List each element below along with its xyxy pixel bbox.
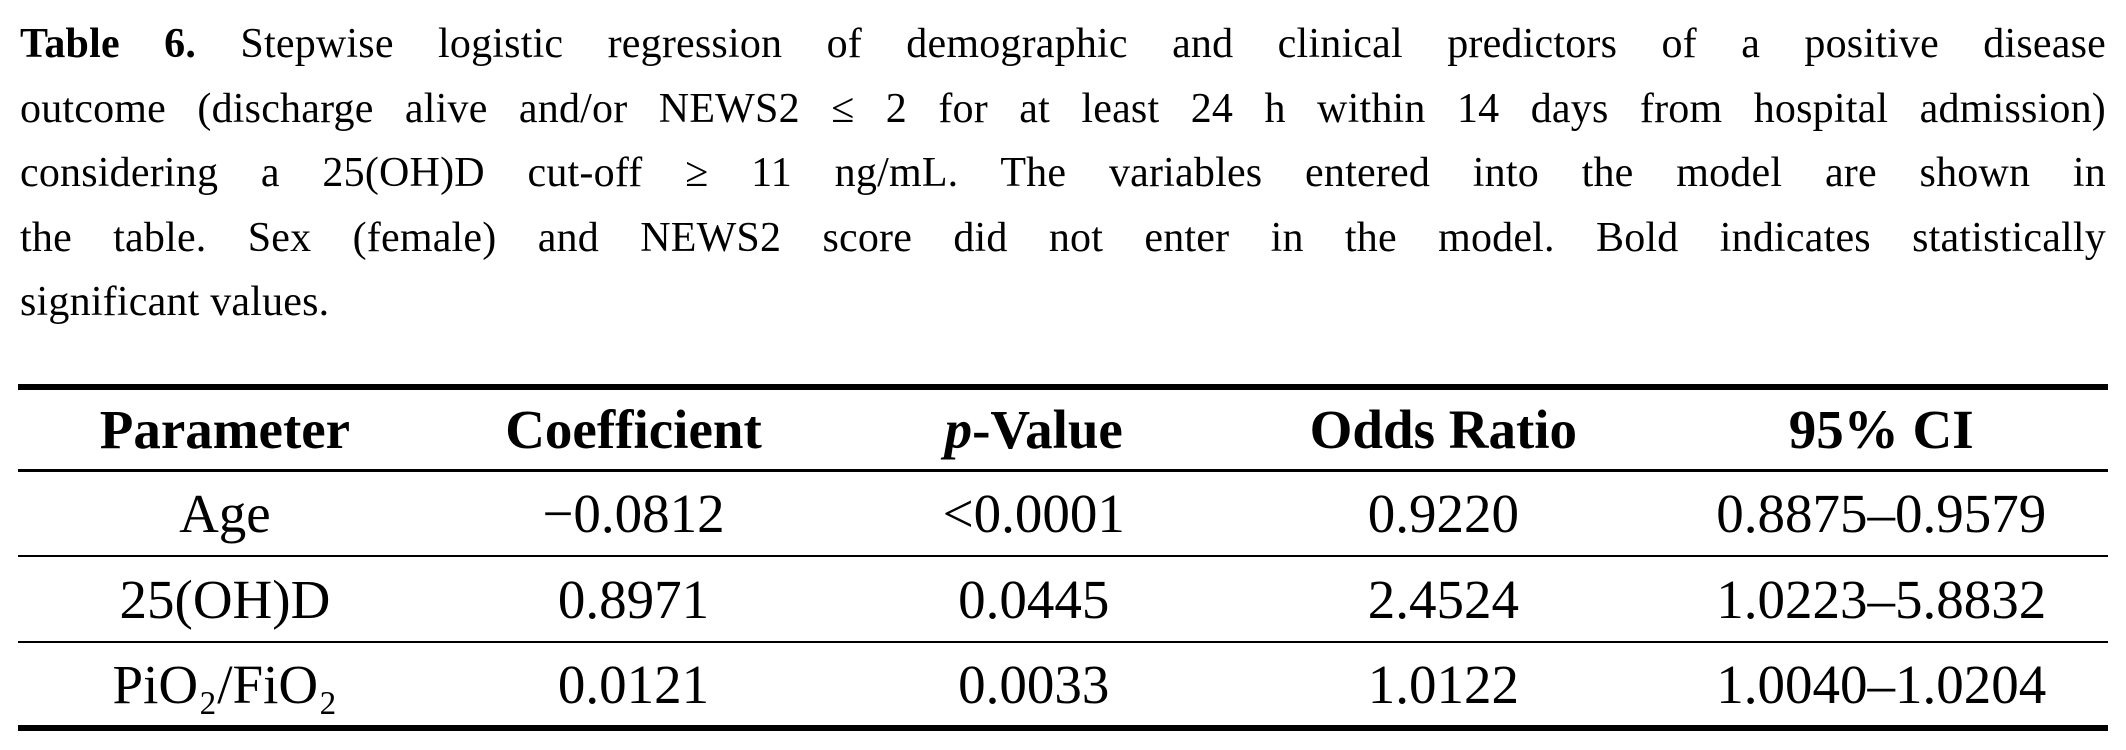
- cell-95-ci: 0.8875–0.9579: [1716, 482, 2047, 544]
- p-value-italic-p: p: [944, 398, 973, 460]
- caption-line-1: Table 6. Stepwise logistic regression of…: [20, 12, 2106, 77]
- caption-line-5: significant values.: [20, 279, 330, 325]
- caption-line-2: outcome (discharge alive and/or NEWS2 ≤ …: [20, 85, 2106, 132]
- cell-odds-ratio: 1.0122: [1367, 653, 1519, 715]
- cell-95-ci: 1.0223–5.8832: [1716, 568, 2047, 630]
- col-header-p-value: p-Value: [835, 387, 1232, 470]
- cell-p-value: <0.0001: [942, 482, 1125, 544]
- cell-p-value: 0.0445: [958, 568, 1110, 630]
- table-caption: Table 6. Stepwise logistic regression of…: [20, 12, 2106, 335]
- table-header-row: Parameter Coefficient p-Value Odds Ratio…: [18, 387, 2108, 470]
- col-header-parameter: Parameter: [99, 398, 351, 460]
- cell-p-value: 0.0033: [958, 653, 1110, 715]
- col-header-coefficient: Coefficient: [505, 398, 762, 460]
- regression-table-container: Parameter Coefficient p-Value Odds Ratio…: [18, 384, 2108, 731]
- cell-coefficient: 0.0121: [557, 653, 710, 715]
- p-value-rest: -Value: [972, 398, 1123, 460]
- regression-table: Parameter Coefficient p-Value Odds Ratio…: [18, 384, 2108, 731]
- caption-line-4: the table. Sex (female) and NEWS2 score …: [20, 214, 2106, 261]
- cell-parameter: 25(OH)D: [119, 568, 331, 630]
- table-row-pio2-fio2: PiO₂/FiO₂ 0.0121 0.0033 1.0122 1.0040–1.…: [18, 642, 2108, 728]
- cell-odds-ratio: 2.4524: [1367, 568, 1519, 630]
- cell-coefficient: −0.0812: [542, 482, 725, 544]
- cell-odds-ratio: 0.9220: [1367, 482, 1519, 544]
- table-row-25ohd: 25(OH)D 0.8971 0.0445 2.4524 1.0223–5.88…: [18, 556, 2108, 642]
- caption-line-3: considering a 25(OH)D cut-off ≥ 11 ng/mL…: [20, 150, 2106, 196]
- table-row-age: Age −0.0812 <0.0001 0.9220 0.8875–0.9579: [18, 470, 2108, 556]
- cell-parameter: Age: [179, 482, 271, 544]
- col-header-odds-ratio: Odds Ratio: [1309, 398, 1578, 460]
- cell-coefficient: 0.8971: [557, 568, 710, 630]
- cell-95-ci: 1.0040–1.0204: [1716, 653, 2047, 715]
- caption-table-label: Table 6.: [20, 21, 197, 67]
- col-header-95-ci: 95% CI: [1788, 398, 1974, 460]
- caption-line-1-text: Stepwise logistic regression of demograp…: [240, 21, 2106, 67]
- cell-parameter: PiO₂/FiO₂: [112, 653, 338, 715]
